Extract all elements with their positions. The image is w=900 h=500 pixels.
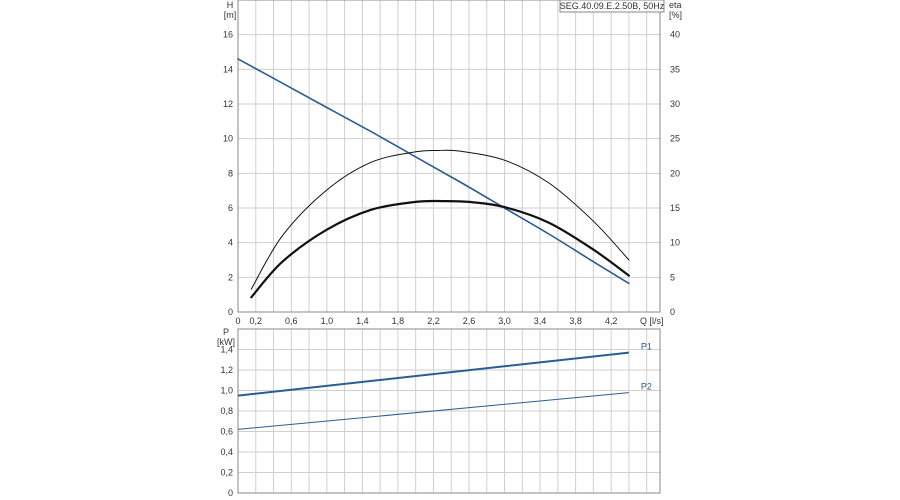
y-tick-label: 0	[228, 307, 233, 317]
series-p2-line	[237, 392, 629, 430]
x-tick-label: 3,0	[498, 316, 511, 326]
chart-labels: 0 2 4 6 8 10 12 14 16 0 5 10 15 20 25 30 35 40 0 0,2 0,6 1,0 1…	[217, 0, 682, 498]
y-tick-label: 0,8	[220, 406, 233, 416]
y-tick-label: 8	[228, 168, 233, 178]
efficiency-curve	[250, 149, 630, 290]
y2-tick-label: 15	[670, 203, 680, 213]
y2-tick-label: 35	[670, 64, 680, 74]
head-curve	[237, 58, 630, 285]
p-axis-unit: [kW]	[217, 337, 235, 347]
y2-tick-label: 25	[670, 134, 680, 144]
y-tick-label: 0,4	[220, 447, 233, 457]
title-box	[559, 0, 665, 13]
power-plot-grid	[238, 329, 660, 493]
power-plot-frame	[237, 328, 661, 494]
x-tick-label: 0,2	[250, 316, 263, 326]
x-tick-label: 2,2	[427, 316, 440, 326]
y2-tick-label: 40	[670, 30, 680, 40]
p-axis-label: P	[223, 327, 229, 337]
series-p1-line	[237, 351, 630, 397]
y-tick-label: 0,6	[220, 427, 233, 437]
y-tick-label: 10	[223, 134, 233, 144]
y2-axis-label: eta	[669, 0, 682, 10]
y-axis-unit: [m]	[224, 10, 237, 20]
y2-tick-label: 10	[670, 238, 680, 248]
y-tick-label: 0,2	[220, 468, 233, 478]
y-tick-label: 1,2	[220, 365, 233, 375]
power-output-curve	[250, 199, 630, 299]
head-plot-grid	[238, 0, 660, 312]
y2-tick-label: 5	[670, 272, 675, 282]
y-tick-label: 12	[223, 99, 233, 109]
x-tick-label: 3,4	[534, 316, 547, 326]
x-axis-label: Q [l/s]	[640, 316, 664, 326]
y-tick-label: 4	[228, 238, 233, 248]
x-tick-label: 1,0	[321, 316, 334, 326]
x-tick-label: 1,8	[392, 316, 405, 326]
y-tick-label: 16	[223, 30, 233, 40]
x-tick-label: 4,2	[605, 316, 618, 326]
y-tick-label: 2	[228, 272, 233, 282]
y-tick-label: 0	[228, 488, 233, 498]
x-tick-label: 0	[235, 316, 240, 326]
series-p2-label: P2	[641, 382, 652, 392]
y2-axis-unit: [%]	[669, 10, 682, 20]
y-tick-label: 14	[223, 64, 233, 74]
x-tick-label: 1,4	[356, 316, 369, 326]
series-p1-label: P1	[641, 342, 652, 352]
y-tick-label: 1,0	[220, 386, 233, 396]
y2-tick-label: 20	[670, 168, 680, 178]
y-tick-label: 6	[228, 203, 233, 213]
power-plot-series	[237, 351, 630, 430]
x-tick-label: 2,6	[463, 316, 476, 326]
y-tick-label: 1,4	[220, 345, 233, 355]
chart-title: SEG.40.09.E.2.50B, 50Hz	[560, 1, 665, 11]
y2-tick-label: 30	[670, 99, 680, 109]
head-plot-series	[237, 58, 630, 299]
x-tick-label: 3,8	[569, 316, 582, 326]
x-tick-label: 0,6	[285, 316, 298, 326]
head-plot-frame	[237, 0, 661, 313]
y-axis-label: H	[227, 0, 234, 10]
y2-tick-label: 0	[670, 307, 675, 317]
